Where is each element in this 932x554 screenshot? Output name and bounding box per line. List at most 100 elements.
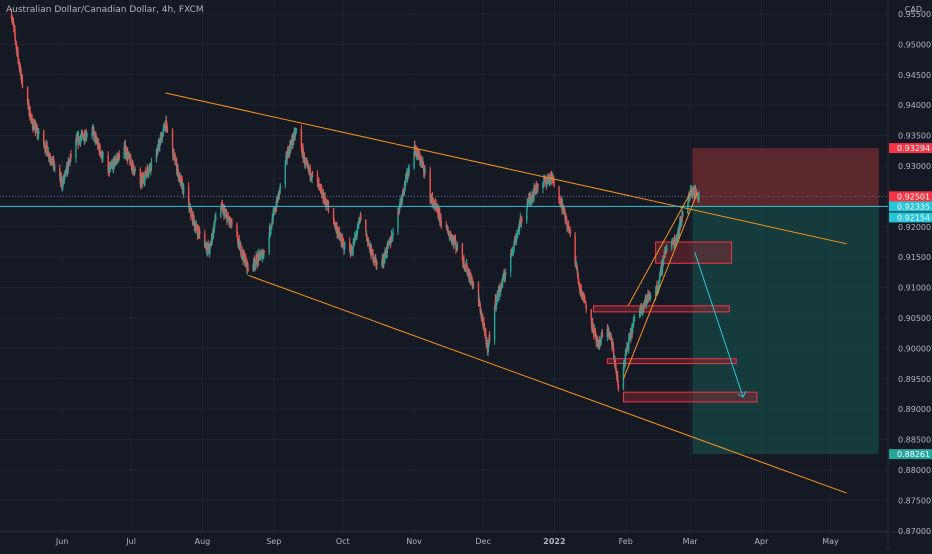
candle-body [300, 128, 303, 147]
candle-body [47, 151, 50, 158]
candle-body [75, 138, 77, 158]
candle-body [493, 305, 496, 341]
time-tick-label: Nov [406, 537, 422, 546]
candle-body [75, 137, 78, 142]
candle-body [422, 164, 425, 172]
candle-body [610, 335, 612, 337]
price-tick-label: 0.90000 [898, 344, 931, 353]
time-tick-label: Mar [683, 537, 699, 546]
price-tick-label: 0.93500 [898, 132, 931, 141]
candle-body [279, 184, 281, 190]
candle-body [198, 230, 200, 234]
candle-body [553, 180, 555, 187]
candle-body [319, 186, 322, 189]
candle-body [213, 223, 216, 231]
candle-body [332, 208, 335, 221]
price-tick-label: 0.91500 [898, 253, 931, 262]
candle-body [182, 186, 185, 194]
candle-body [392, 231, 394, 237]
trendline [165, 92, 847, 245]
candle-body [277, 193, 280, 201]
candle-body [260, 253, 262, 257]
price-tick-label: 0.91000 [898, 284, 931, 293]
candle-body [682, 213, 684, 216]
candle-body [369, 245, 372, 250]
price-tick-label: 0.87000 [898, 527, 931, 536]
candle-body [274, 208, 276, 213]
price-tick-label: 0.95500 [898, 10, 931, 19]
price-tick-label: 0.94000 [898, 101, 931, 110]
candle-body [544, 177, 546, 182]
candle-body [54, 167, 56, 169]
candle-body [166, 129, 169, 131]
candle-body [316, 174, 319, 182]
candle-body [82, 134, 84, 137]
candle-body [163, 125, 166, 129]
candle-body [123, 146, 125, 159]
candle-body [372, 252, 374, 261]
candle-body [485, 342, 488, 345]
candle-body [617, 385, 620, 389]
candle-body [463, 258, 465, 267]
candle-body [383, 255, 385, 263]
candle-body [294, 132, 296, 137]
candle-body [101, 151, 103, 160]
candle-body [558, 186, 560, 200]
candle-body [466, 264, 468, 273]
time-tick-label: May [822, 537, 839, 546]
time-tick-label: Jul [125, 537, 136, 546]
candles [10, 8, 700, 392]
candle-body [117, 153, 120, 162]
axis-price-label-bg [889, 449, 932, 460]
price-tick-label: 0.89000 [898, 405, 931, 414]
candle-body [656, 287, 659, 292]
candle-body [258, 252, 260, 261]
candle-body [146, 168, 149, 172]
price-zone [593, 305, 730, 313]
candle-body [302, 150, 304, 160]
candle-body [290, 143, 292, 150]
candle-body [487, 341, 490, 348]
candle-body [600, 336, 602, 343]
candle-body [696, 195, 699, 197]
candle-body [585, 303, 587, 306]
time-tick-label: Aug [195, 537, 211, 546]
candle-body [220, 207, 222, 218]
currency-label: CAD [904, 5, 922, 14]
price-tick-label: 0.89500 [898, 375, 931, 384]
axis-price-label: 0.88261 [889, 449, 932, 460]
candle-body [658, 284, 660, 289]
axis-price-label-bg [889, 143, 932, 154]
trendline [622, 193, 698, 379]
candle-body [21, 85, 24, 87]
axis-price-label: 0.92154 [889, 212, 932, 223]
candle-body [455, 242, 457, 249]
candle-body [439, 212, 441, 222]
candle-body [65, 167, 68, 174]
candle-body [461, 243, 464, 261]
candle-body [14, 30, 16, 37]
candle-body [311, 172, 314, 175]
candle-body [97, 141, 100, 146]
candle-body [295, 128, 298, 131]
candle-body [46, 145, 48, 150]
candle-body [404, 176, 407, 186]
candle-body [666, 248, 668, 252]
candle-body [288, 148, 290, 157]
price-zone [606, 358, 737, 365]
candle-body [678, 225, 681, 233]
candle-body [343, 243, 345, 250]
candle-body [504, 274, 507, 279]
candle-body [407, 171, 409, 177]
candle-body [521, 218, 523, 221]
candle-body [517, 229, 520, 231]
candle-body [390, 241, 392, 244]
candle-body [50, 161, 52, 163]
candle-body [309, 167, 311, 177]
price-tick-label: 0.88500 [898, 436, 931, 445]
price-tick-label: 0.87500 [898, 496, 931, 505]
candle-body [324, 196, 326, 202]
time-tick-label: Apr [755, 537, 770, 546]
